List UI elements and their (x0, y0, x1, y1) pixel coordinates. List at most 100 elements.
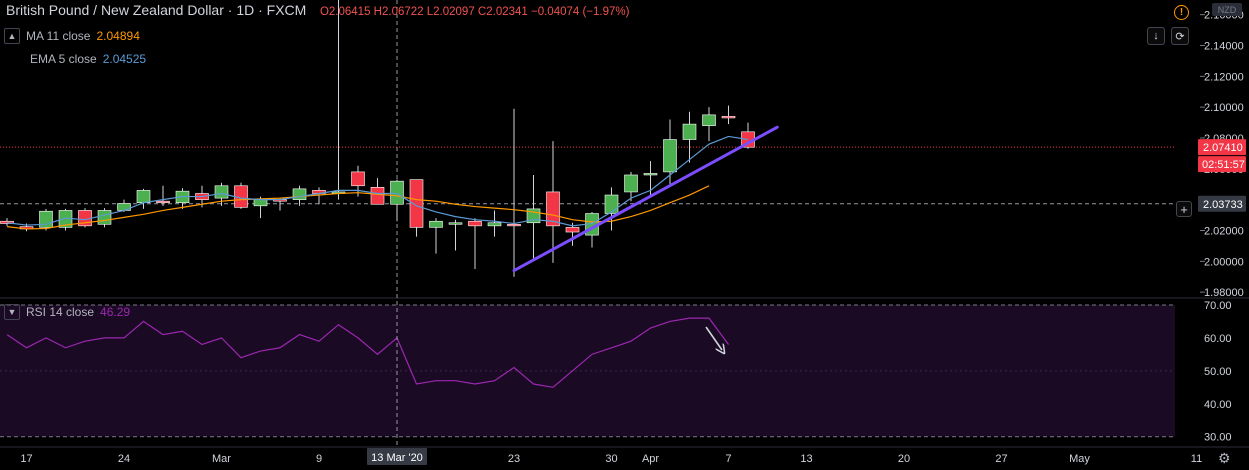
ema-label: EMA 5 close (30, 52, 97, 66)
download-icon[interactable]: ↓ (1147, 27, 1165, 45)
candle (214, 182, 229, 206)
rsi-legend[interactable]: ▼ RSI 14 close 46.29 (4, 304, 130, 320)
candle-body (156, 200, 170, 204)
candle-body (487, 222, 502, 227)
close-value: C2.02341 (477, 6, 528, 18)
candle-body (702, 114, 716, 126)
refresh-icon[interactable]: ⟳ (1171, 27, 1189, 45)
chevron-down-icon[interactable]: ▲ (4, 28, 20, 44)
currency-badge: NZD (1212, 3, 1242, 16)
ema-value: 2.04525 (102, 52, 147, 66)
candle (721, 105, 736, 125)
candle (546, 141, 560, 263)
price-tick-label: 2.10000 (1204, 102, 1244, 114)
rsi-pane (0, 304, 1175, 438)
time-axis: 17 24 Mar 9 13 Mar '20 23 30 Apr 7 13 20 27 May 11 (0, 446, 1249, 465)
candle (351, 165, 365, 197)
price-pane (0, 0, 1175, 447)
date-tick-label: 17 (20, 453, 32, 465)
candle (468, 218, 482, 270)
candle (507, 108, 521, 277)
gear-icon[interactable]: ⚙ (1218, 450, 1231, 466)
candle (448, 219, 463, 251)
candle-body (507, 224, 521, 227)
candle (97, 208, 112, 228)
crosshair-price-text: 2.03733 (1203, 199, 1243, 211)
candle-body (448, 222, 463, 225)
candle-body (663, 139, 677, 173)
candle-body (351, 171, 365, 187)
candle (292, 185, 307, 206)
change-value: −0.04074 (−1.97%) (531, 6, 630, 18)
date-tick-label: 27 (995, 453, 1007, 465)
candle-body (468, 220, 482, 227)
ohlc-values: O2.06415 H2.06722 L2.02097 C2.02341 −0.0… (320, 6, 630, 18)
arrow-down-icon (705, 326, 722, 350)
candle-body (546, 191, 560, 227)
rsi-tick-label: 30.00 (1204, 432, 1232, 444)
candle-body (565, 227, 580, 233)
crosshair-date-text: 13 Mar '20 (371, 452, 423, 464)
date-tick-label: Apr (642, 453, 659, 465)
candle-body (409, 179, 424, 228)
candle-body (214, 185, 229, 199)
candle-body (624, 174, 638, 193)
date-tick-label: 23 (508, 453, 520, 465)
date-tick-label: 30 (605, 453, 617, 465)
rsi-value: 46.29 (100, 305, 131, 319)
rsi-label: RSI 14 close (26, 305, 95, 319)
candle (643, 161, 658, 197)
chart-legend: British Pound / New Zealand Dollar · 1D … (4, 2, 629, 18)
rsi-tick-label: 70.00 (1204, 300, 1232, 312)
rsi-tick-label: 40.00 (1204, 399, 1232, 411)
crosshair-date-badge (367, 448, 427, 465)
candle (409, 179, 424, 237)
candle (78, 208, 92, 228)
rsi-tick-label: 50.00 (1204, 366, 1232, 378)
chevron-down-icon[interactable]: ▼ (4, 304, 20, 320)
date-tick-label: 7 (725, 453, 731, 465)
candle-body (429, 220, 443, 228)
price-tick-label: 1.98000 (1204, 287, 1244, 299)
ma-value: 2.04894 (96, 29, 140, 43)
candle (175, 188, 190, 209)
candle-body (370, 187, 385, 205)
candle-body (253, 199, 268, 207)
candle-body (643, 173, 658, 176)
low-value: L2.02097 (426, 6, 475, 18)
candle (624, 171, 638, 202)
candle-body (117, 203, 131, 211)
candle-body (390, 180, 404, 205)
countdown-text: 02:51:57 (1202, 159, 1245, 171)
candle (604, 187, 619, 231)
candle (487, 210, 502, 237)
candle (565, 222, 580, 246)
price-tick-label: 2.02000 (1204, 225, 1244, 237)
candle (663, 119, 677, 185)
candle-body (682, 123, 697, 140)
symbol-title[interactable]: British Pound / New Zealand Dollar · 1D … (6, 2, 307, 18)
candle-body (97, 210, 112, 225)
date-tick-label: May (1069, 453, 1090, 465)
rsi-line (6, 317, 729, 388)
date-tick-label: 9 (316, 453, 322, 465)
candle (234, 182, 248, 209)
candle (702, 107, 716, 142)
candle (526, 174, 541, 262)
candle (136, 188, 151, 209)
candle-body (721, 116, 736, 119)
price-tick-label: 2.14000 (1204, 40, 1244, 52)
ma-legend[interactable]: ▲ MA 11 close 2.04894 (4, 28, 140, 44)
ema-legend[interactable]: EMA 5 close 2.04525 (30, 52, 146, 66)
candle (390, 179, 404, 222)
alert-icon[interactable]: ! (1174, 5, 1189, 20)
ma-label: MA 11 close (26, 29, 91, 43)
crosshair-price-badge (1198, 195, 1246, 212)
candle-body (136, 190, 151, 204)
candle (429, 218, 443, 254)
crosshair-plus-icon[interactable]: + (1176, 201, 1192, 217)
candle (331, 0, 346, 200)
countdown-badge (1198, 156, 1246, 173)
ma-line (6, 185, 710, 230)
